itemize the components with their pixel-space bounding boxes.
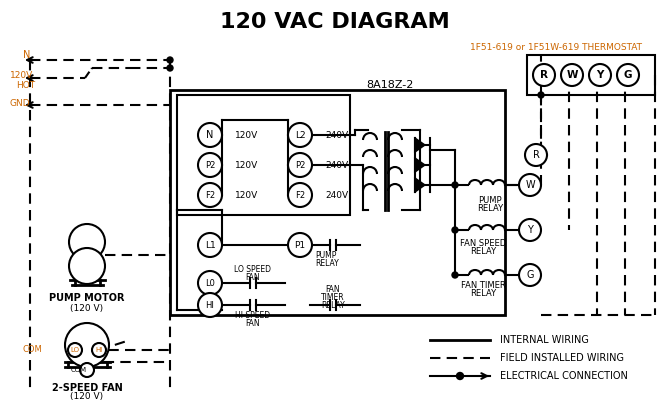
Text: ELECTRICAL CONNECTION: ELECTRICAL CONNECTION xyxy=(500,371,628,381)
Circle shape xyxy=(288,153,312,177)
Text: FAN TIMER: FAN TIMER xyxy=(461,282,505,290)
Circle shape xyxy=(452,227,458,233)
Circle shape xyxy=(68,343,82,357)
Text: RELAY: RELAY xyxy=(470,290,496,298)
Text: 120V: 120V xyxy=(235,160,258,170)
Text: PUMP MOTOR: PUMP MOTOR xyxy=(50,293,125,303)
Text: G: G xyxy=(624,70,632,80)
Bar xyxy=(177,95,350,215)
Circle shape xyxy=(561,64,583,86)
Text: COM: COM xyxy=(22,346,42,354)
Text: FAN: FAN xyxy=(246,318,261,328)
Circle shape xyxy=(198,123,222,147)
Circle shape xyxy=(288,233,312,257)
Polygon shape xyxy=(415,138,425,152)
Text: 240V: 240V xyxy=(325,191,348,199)
Text: FIELD INSTALLED WIRING: FIELD INSTALLED WIRING xyxy=(500,353,624,363)
Circle shape xyxy=(456,372,464,380)
Circle shape xyxy=(533,64,555,86)
Text: RELAY: RELAY xyxy=(321,302,345,310)
Text: P2: P2 xyxy=(295,160,306,170)
Text: (120 V): (120 V) xyxy=(70,393,104,401)
Text: HI SPEED: HI SPEED xyxy=(235,311,271,321)
Text: R: R xyxy=(540,70,548,80)
Text: R: R xyxy=(533,150,539,160)
Circle shape xyxy=(519,174,541,196)
Circle shape xyxy=(80,363,94,377)
Text: F2: F2 xyxy=(205,191,215,199)
Circle shape xyxy=(69,248,105,284)
Text: RELAY: RELAY xyxy=(477,204,503,212)
Circle shape xyxy=(65,323,109,367)
Text: HOT: HOT xyxy=(16,80,35,90)
Circle shape xyxy=(69,224,105,260)
Text: COM: COM xyxy=(71,367,87,373)
Text: 120V: 120V xyxy=(10,70,34,80)
Text: P1: P1 xyxy=(294,241,306,249)
Circle shape xyxy=(538,92,544,98)
Text: 8A18Z-2: 8A18Z-2 xyxy=(366,80,413,90)
Polygon shape xyxy=(415,178,425,192)
Text: TIMER: TIMER xyxy=(321,293,345,303)
Text: Y: Y xyxy=(527,225,533,235)
Text: (120 V): (120 V) xyxy=(70,303,104,313)
Circle shape xyxy=(452,182,458,188)
Text: LO SPEED: LO SPEED xyxy=(234,266,271,274)
Text: PUMP: PUMP xyxy=(478,196,502,204)
Text: HI: HI xyxy=(206,300,214,310)
Text: RELAY: RELAY xyxy=(315,259,339,267)
Polygon shape xyxy=(415,158,425,172)
Text: PUMP: PUMP xyxy=(315,251,336,259)
Text: HI: HI xyxy=(95,347,103,353)
Circle shape xyxy=(198,271,222,295)
Circle shape xyxy=(288,183,312,207)
Text: LO: LO xyxy=(70,347,80,353)
Text: G: G xyxy=(526,270,534,280)
Circle shape xyxy=(198,233,222,257)
Circle shape xyxy=(198,293,222,317)
Circle shape xyxy=(198,183,222,207)
Text: FAN SPEED: FAN SPEED xyxy=(460,238,506,248)
Text: INTERNAL WIRING: INTERNAL WIRING xyxy=(500,335,589,345)
Circle shape xyxy=(525,144,547,166)
Circle shape xyxy=(519,264,541,286)
Circle shape xyxy=(519,219,541,241)
Text: Y: Y xyxy=(596,70,604,80)
Text: FAN: FAN xyxy=(326,285,340,295)
Text: 120V: 120V xyxy=(235,191,258,199)
Text: 240V: 240V xyxy=(325,160,348,170)
Text: N: N xyxy=(206,130,214,140)
Text: L2: L2 xyxy=(295,130,306,140)
Text: 2-SPEED FAN: 2-SPEED FAN xyxy=(52,383,123,393)
Text: W: W xyxy=(566,70,578,80)
Text: L0: L0 xyxy=(205,279,215,287)
Text: RELAY: RELAY xyxy=(470,246,496,256)
Circle shape xyxy=(288,123,312,147)
Bar xyxy=(170,90,505,315)
Text: P2: P2 xyxy=(205,160,215,170)
Text: W: W xyxy=(525,180,535,190)
Text: 120 VAC DIAGRAM: 120 VAC DIAGRAM xyxy=(220,12,450,32)
Circle shape xyxy=(617,64,639,86)
Text: 120V: 120V xyxy=(235,130,258,140)
Circle shape xyxy=(167,57,173,63)
Bar xyxy=(527,55,655,95)
Text: 1F51-619 or 1F51W-619 THERMOSTAT: 1F51-619 or 1F51W-619 THERMOSTAT xyxy=(470,42,642,52)
Text: L1: L1 xyxy=(204,241,215,249)
Text: 240V: 240V xyxy=(325,130,348,140)
Text: GND: GND xyxy=(10,98,31,108)
Circle shape xyxy=(92,343,106,357)
Circle shape xyxy=(167,65,173,71)
Circle shape xyxy=(452,272,458,278)
Text: N: N xyxy=(23,50,31,60)
Circle shape xyxy=(589,64,611,86)
Text: F2: F2 xyxy=(295,191,305,199)
Text: FAN: FAN xyxy=(246,274,261,282)
Circle shape xyxy=(198,153,222,177)
